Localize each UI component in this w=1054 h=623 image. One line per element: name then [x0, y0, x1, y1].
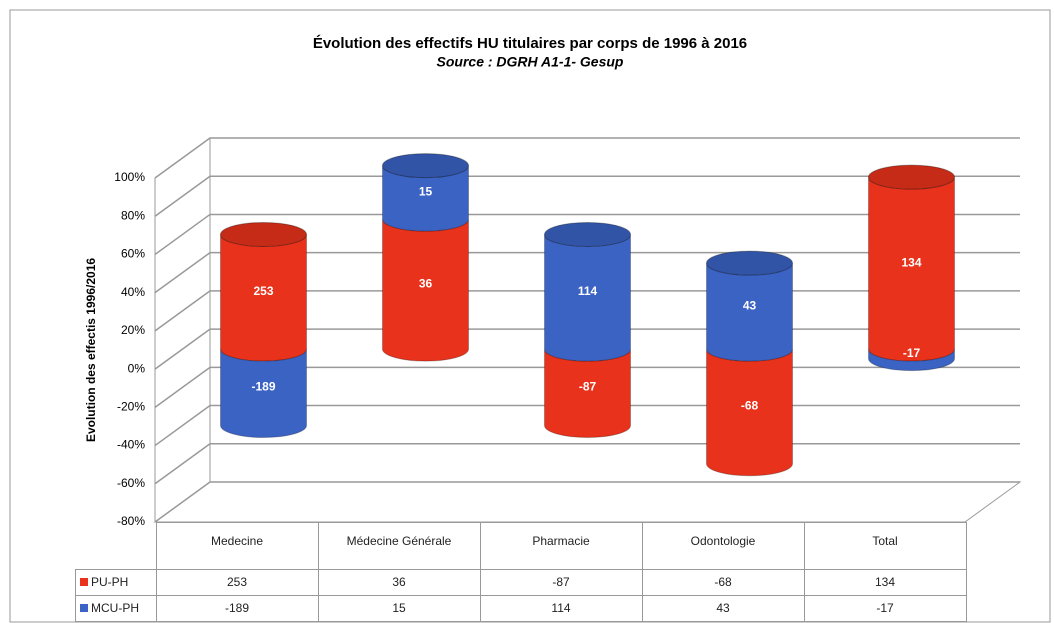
table-cell: 114: [479, 594, 643, 622]
data-table: Medecine Médecine Générale Pharmacie Odonto…: [75, 522, 967, 622]
y-tick-label: -40%: [117, 438, 145, 452]
bar-segment: [220, 349, 307, 439]
data-label: 15: [419, 185, 433, 199]
table-cell: 36: [317, 568, 481, 596]
legend-swatch: [80, 604, 88, 612]
table-cell: 253: [155, 568, 319, 596]
category-label: Total: [803, 522, 967, 570]
table-cell: -68: [641, 568, 805, 596]
floor: [153, 481, 1022, 523]
data-label: -189: [251, 380, 275, 394]
data-label: 253: [253, 284, 273, 298]
y-tick-label: 20%: [121, 323, 145, 337]
table-cell: -189: [155, 594, 319, 622]
data-label: -87: [579, 380, 597, 394]
cylinder-cap: [382, 153, 469, 179]
border: [9, 9, 1051, 623]
cylinder-cap: [220, 221, 307, 247]
cylinder-cap: [706, 250, 793, 276]
table-header-row: Medecine Médecine Générale Pharmacie Odonto…: [76, 522, 967, 570]
data-label: -68: [741, 399, 759, 413]
data-label: 114: [578, 284, 598, 298]
table-corner: [76, 523, 157, 570]
y-tick-label: 100%: [114, 170, 145, 184]
table-cell: 43: [641, 594, 805, 622]
data-label: 134: [901, 255, 921, 269]
table-cell: 15: [317, 594, 481, 622]
grid-line: [154, 481, 1020, 523]
legend-label: PU-PH: [91, 575, 129, 589]
y-tick-label: -60%: [117, 476, 145, 490]
y-tick-label: 60%: [121, 247, 145, 261]
legend-swatch: [80, 578, 88, 586]
cylinder-cap: [868, 164, 955, 190]
legend-label: MCU-PH: [91, 601, 139, 615]
category-label: Pharmacie: [479, 522, 643, 570]
y-tick-label: 80%: [121, 208, 145, 222]
chart-title: Évolution des effectifs HU titulaires pa…: [313, 35, 747, 52]
y-tick-label: -20%: [117, 400, 145, 414]
table-cell: 134: [803, 568, 967, 596]
grid-line: [154, 175, 1020, 217]
table-cell: -17: [803, 594, 967, 622]
y-tick-label: -80%: [117, 514, 145, 528]
category-label: Medecine: [155, 522, 319, 570]
data-label: 43: [743, 298, 757, 312]
grid-line: [154, 443, 1020, 485]
y-tick-label: 0%: [128, 361, 146, 375]
cylinder-cap: [544, 221, 631, 247]
legend-entry: MCU-PH: [75, 594, 157, 622]
table-row: MCU-PH -189 15 114 43 -17: [75, 594, 967, 622]
grid-line: [154, 213, 1020, 256]
bar-segment: [868, 349, 955, 372]
data-label: 36: [419, 276, 433, 290]
category-label: Odontologie: [641, 522, 805, 570]
y-tick-label: 40%: [121, 285, 145, 299]
data-label: -17: [903, 346, 921, 360]
y-axis-label: Evolution des effectis 1996/2016: [84, 258, 98, 442]
table-cell: -87: [479, 568, 643, 596]
legend-entry: PU-PH: [75, 568, 157, 596]
chart-subtitle: Source : DGRH A1-1- Gesup: [437, 54, 624, 70]
category-label: Médecine Générale: [317, 522, 481, 570]
grid-line: [154, 137, 1020, 179]
table-row: PU-PH 253 36 -87 -68 134: [75, 568, 967, 596]
